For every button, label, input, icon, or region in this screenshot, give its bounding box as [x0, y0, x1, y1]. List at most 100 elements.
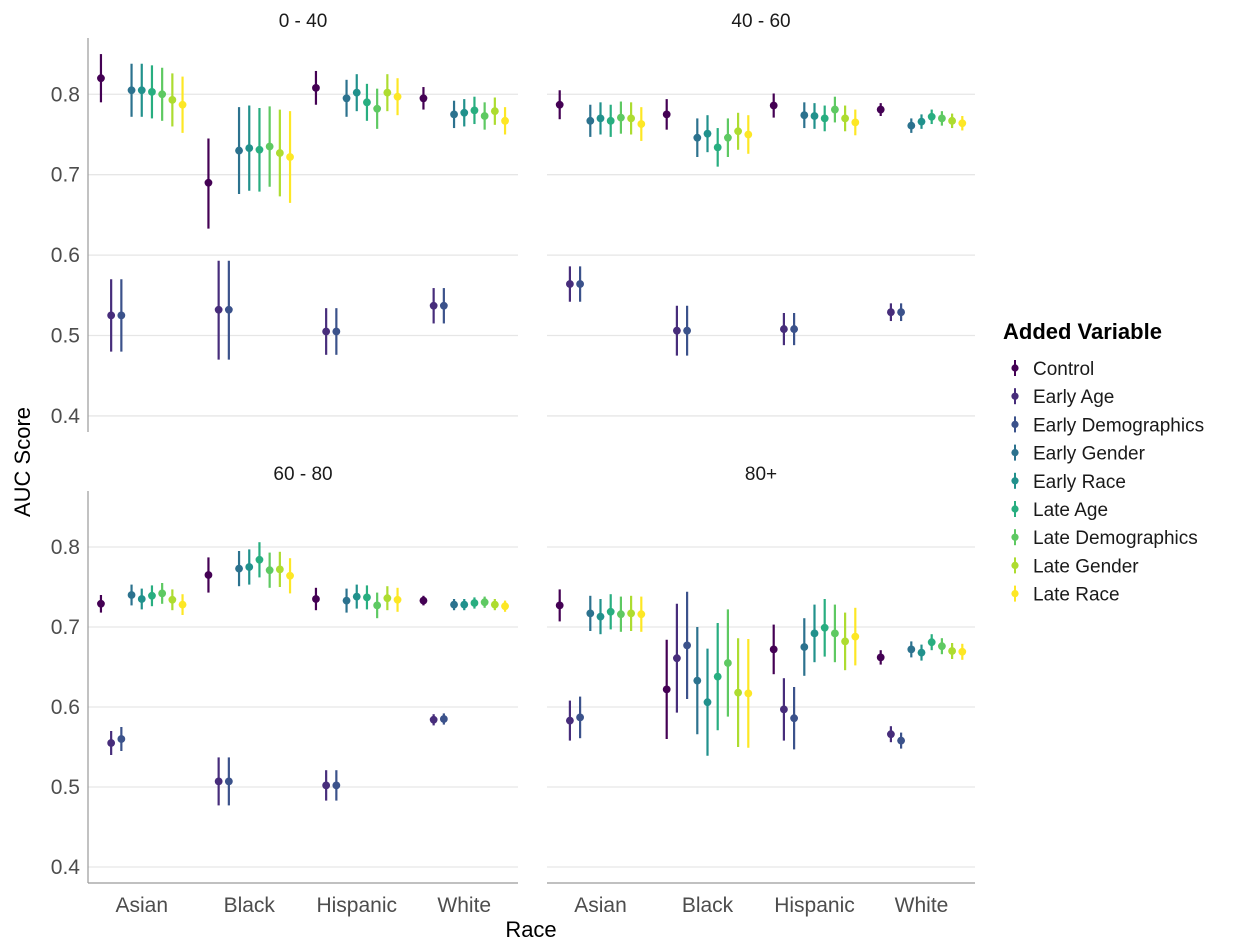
panel-1-point-asian-early-race [137, 86, 146, 95]
panel-3-point-black-late-gender [275, 565, 284, 574]
panel-2-point-white-early-age [887, 308, 895, 317]
panel-1-point-asian-control [97, 74, 105, 83]
panel-3-y-tick-label: 0.6 [51, 696, 80, 719]
panel-2-point-asian-early-race [596, 114, 605, 123]
panel-3-point-white-control [419, 596, 428, 605]
panel-3-y-tick-label: 0.5 [51, 776, 80, 799]
legend-key-point-early-demographics [1011, 420, 1019, 428]
panel-2-point-asian-late-demographics [617, 113, 625, 122]
panel-1-point-hispanic-late-gender [383, 88, 392, 97]
x-axis-title: Race [505, 917, 556, 941]
panel-1-point-hispanic-early-demographics [332, 327, 341, 336]
panel-3-x-tick-label-hispanic: Hispanic [316, 894, 397, 917]
panel-1-point-white-early-age [429, 301, 438, 310]
panel-3-point-white-late-gender [490, 600, 499, 609]
y-axis-title: AUC Score [10, 407, 35, 517]
panel-3-point-black-late-age [255, 555, 264, 564]
panel-1-point-asian-late-demographics [158, 90, 167, 99]
panel-4-point-black-late-race [744, 689, 753, 698]
panel-1-point-white-early-race [460, 108, 469, 117]
panel-1-point-hispanic-late-race [393, 92, 402, 101]
panel-2-point-white-early-race [917, 117, 926, 126]
panel-3-point-hispanic-early-race [352, 592, 361, 601]
panel-3-point-white-early-demographics [439, 715, 448, 723]
panel-4-point-hispanic-late-demographics [831, 629, 839, 638]
panel-1-point-hispanic-late-age [363, 98, 371, 107]
panel-4-point-white-control [876, 653, 885, 662]
panel-4-point-white-early-age [887, 730, 895, 739]
panel-3-point-asian-late-demographics [158, 589, 167, 598]
panel-4-point-white-late-age [927, 638, 936, 647]
panel-3-point-hispanic-late-race [393, 595, 402, 604]
panel-2-point-black-early-age [673, 326, 681, 335]
panel-3-point-hispanic-early-gender [342, 596, 351, 605]
panel-2-point-hispanic-late-gender [841, 114, 849, 123]
panel-3-point-white-early-race [460, 600, 469, 609]
panel-4-point-hispanic-early-age [780, 705, 788, 714]
legend-label-late-race: Late Race [1033, 585, 1120, 606]
legend-label-late-age: Late Age [1033, 500, 1108, 521]
panel-1-point-white-control [419, 94, 428, 103]
panel-3-point-white-late-age [470, 599, 479, 607]
panel-3-point-hispanic-early-age [322, 781, 331, 790]
panel-2-point-black-early-demographics [683, 326, 691, 335]
legend-key-point-early-gender [1011, 449, 1019, 457]
panel-2-point-hispanic-late-demographics [831, 105, 839, 114]
panel-4-x-tick-label-white: White [895, 894, 949, 917]
panel-3-point-hispanic-late-age [363, 593, 371, 602]
panel-2-point-black-control [662, 110, 671, 119]
panel-1-point-black-early-gender [235, 146, 243, 155]
panel-2-point-hispanic-late-race [851, 118, 860, 127]
panel-3-point-asian-late-age [148, 591, 156, 600]
panel-2-point-black-late-gender [734, 127, 742, 136]
panel-1-point-white-late-race [501, 116, 509, 125]
panel-4-point-black-early-gender [693, 676, 702, 685]
panel-4-point-asian-late-demographics [617, 610, 625, 619]
panel-2-point-black-late-demographics [724, 133, 732, 142]
panel-3-point-asian-early-race [137, 595, 146, 603]
panel-1-point-hispanic-early-age [322, 327, 331, 336]
panel-4-point-white-late-demographics [938, 642, 946, 651]
panel-4-point-asian-early-demographics [576, 713, 584, 722]
panel-1-point-black-late-gender [275, 149, 284, 157]
panel-1-point-hispanic-early-gender [342, 94, 351, 103]
panel-2-point-white-late-gender [948, 116, 956, 125]
panel-1-y-tick-label: 0.8 [51, 83, 80, 106]
panel-3-point-hispanic-late-gender [383, 594, 392, 603]
panel-1-point-black-early-demographics [224, 305, 233, 314]
panel-1-point-asian-early-demographics [117, 311, 126, 320]
panel-3-point-black-control [204, 571, 213, 579]
panel-3-x-tick-label-asian: Asian [115, 894, 168, 917]
panel-2-point-black-early-gender [693, 133, 702, 142]
panel-4-point-hispanic-late-gender [841, 637, 849, 646]
panel-4-x-tick-label-hispanic: Hispanic [774, 894, 855, 917]
panel-4-point-asian-early-age [566, 716, 574, 725]
panel-2-point-asian-late-age [606, 116, 615, 125]
legend-title: Added Variable [1003, 319, 1162, 344]
panel-3-point-black-early-gender [235, 564, 243, 573]
panel-1-point-black-late-demographics [265, 142, 274, 151]
panel-2-point-asian-late-gender [627, 114, 635, 123]
panel-4-x-tick-label-black: Black [682, 894, 734, 917]
panel-3-point-asian-late-race [178, 600, 187, 609]
panel-2-point-white-early-demographics [897, 308, 905, 317]
legend-key-point-late-age [1011, 505, 1019, 513]
panel-4-point-white-early-gender [907, 645, 916, 654]
panel-4-point-black-early-age [673, 654, 681, 663]
panel-4-point-black-early-race [703, 698, 712, 707]
panel-3-point-hispanic-late-demographics [373, 601, 382, 610]
panel-2-point-hispanic-early-demographics [790, 325, 798, 333]
panel-2-title: 40 - 60 [731, 11, 790, 32]
panel-3-point-black-early-demographics [224, 777, 233, 786]
legend-label-early-gender: Early Gender [1033, 444, 1146, 465]
panel-4-point-white-late-gender [948, 647, 956, 655]
panel-4-title: 80+ [745, 464, 777, 485]
panel-3-point-white-late-demographics [480, 598, 489, 607]
legend-key-point-early-race [1011, 477, 1019, 485]
panel-2-point-black-early-race [703, 129, 712, 138]
panel-1-y-tick-label: 0.5 [51, 325, 80, 348]
panel-2-point-asian-late-race [637, 120, 646, 128]
panel-4-point-hispanic-early-race [810, 629, 819, 638]
